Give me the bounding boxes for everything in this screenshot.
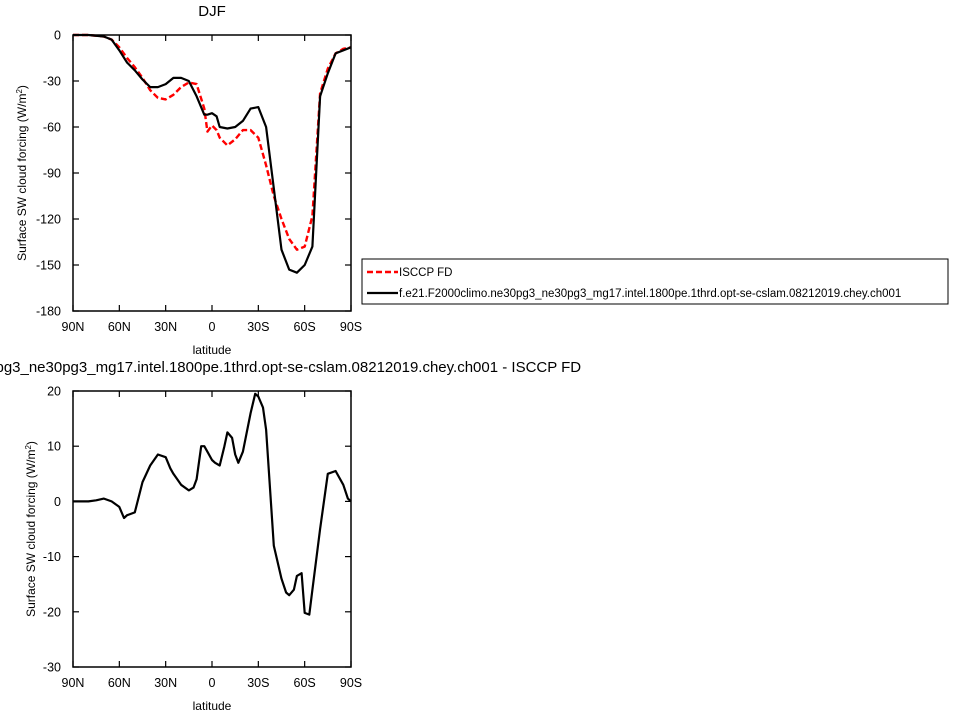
panel-2-chart: f.e21.F2000climo.ne30pg3_ne30pg3_mg17.in… <box>0 359 581 713</box>
panel-1-y-axis-label-superscript: 2 <box>15 89 24 94</box>
panel-1-ticks: 90N 60N 30N 0 30S 60S 90S 0 -30 -60 -90 -120 -150 -18… <box>36 29 362 335</box>
panel-2-x-axis-label: latitude <box>193 699 232 713</box>
legend-box <box>361 258 949 305</box>
panel-1-title: DJF <box>198 3 226 20</box>
panel-2-title-clip: f.e21.F2000climo.ne30pg3_ne30pg3_mg17.in… <box>0 359 581 376</box>
panel-1-x-tick-label: 90S <box>340 320 362 334</box>
panel-2-title: f.e21.F2000climo.ne30pg3_ne30pg3_mg17.in… <box>0 359 581 376</box>
panel-2-y-tick-label: -30 <box>43 661 61 675</box>
panel-1-x-tick-label: 60S <box>294 320 316 334</box>
panel-1-y-tick-label: -150 <box>36 259 61 273</box>
panel-1-y-tick-label: -180 <box>36 305 61 319</box>
panel-1-lines <box>73 33 352 274</box>
panel-1-y-tick-label: 0 <box>54 29 61 43</box>
legend: ISCCP FD f.e21.F2000climo.ne30pg3_ne30pg… <box>361 258 949 305</box>
panel-2-plot-frame <box>72 390 352 668</box>
panel-1-series-line-2 <box>73 33 352 274</box>
panel-2-x-tick-label: 60N <box>108 676 131 690</box>
panel-1-y-tick-label: -60 <box>43 121 61 135</box>
panel-2-lines <box>73 392 352 616</box>
panel-1-x-tick-label: 30N <box>154 320 177 334</box>
panel-2-x-tick-label: 30N <box>154 676 177 690</box>
panel-1-y-axis-label: Surface SW cloud forcing (W/m2) <box>15 85 29 261</box>
panel-1-x-axis-label: latitude <box>193 343 232 357</box>
panel-2-y-tick-label: -10 <box>43 550 61 564</box>
panel-1-y-axis-label-main: Surface SW cloud forcing (W/m <box>15 94 29 261</box>
panel-1-plot-frame <box>72 34 352 312</box>
panel-2-series-line-1 <box>73 392 352 616</box>
panel-2-x-tick-label: 0 <box>209 676 216 690</box>
panel-2-y-axis-label-superscript: 2 <box>24 445 33 450</box>
panel-1-series-line-1 <box>73 33 352 251</box>
panel-1-x-tick-label: 60N <box>108 320 131 334</box>
panel-2-y-tick-label: 0 <box>54 495 61 509</box>
panel-2-x-tick-label: 90S <box>340 676 362 690</box>
panel-2-y-axis-label: Surface SW cloud forcing (W/m2) <box>24 441 38 617</box>
panel-1-y-tick-label: -30 <box>43 75 61 89</box>
legend-label-model: f.e21.F2000climo.ne30pg3_ne30pg3_mg17.in… <box>399 288 901 300</box>
panel-2-x-tick-label: 30S <box>247 676 269 690</box>
panel-1-x-tick-label: 30S <box>247 320 269 334</box>
panel-1-chart: DJF 90N 60N 30N 0 30S 60S 90S 0 -30 -60 -90 -120 -15… <box>15 3 362 357</box>
panel-2-y-tick-label: -20 <box>43 605 61 619</box>
panel-2-y-axis-label-main: Surface SW cloud forcing (W/m <box>24 450 38 617</box>
panel-1-y-tick-label: -120 <box>36 213 61 227</box>
legend-label-isccp-fd: ISCCP FD <box>399 267 452 279</box>
panel-1-y-tick-label: -90 <box>43 167 61 181</box>
panel-1-x-tick-label: 0 <box>209 320 216 334</box>
panel-1-x-tick-label: 90N <box>62 320 85 334</box>
panel-2-y-tick-label: 20 <box>47 385 61 399</box>
panel-2-x-tick-label: 90N <box>62 676 85 690</box>
panel-2-y-axis-label-close: ) <box>24 441 38 445</box>
panel-2-ticks: 90N 60N 30N 0 30S 60S 90S 20 10 0 -10 -20 -30 <box>43 385 362 691</box>
panel-2-y-tick-label: 10 <box>47 440 61 454</box>
panel-1-y-axis-label-close: ) <box>15 85 29 89</box>
panel-2-x-tick-label: 60S <box>294 676 316 690</box>
